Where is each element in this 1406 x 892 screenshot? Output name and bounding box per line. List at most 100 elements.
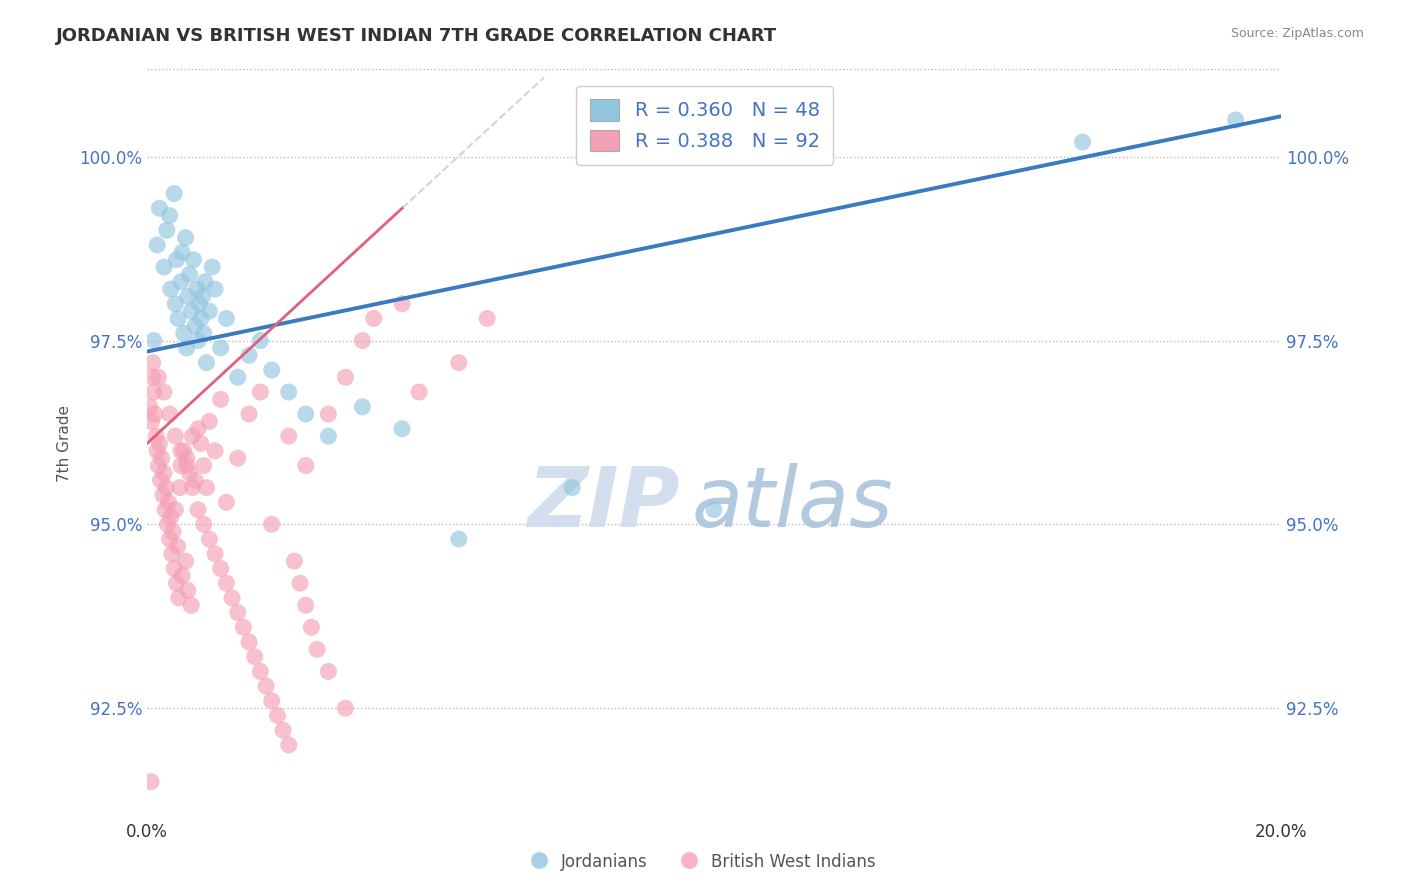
Point — [198, 532, 221, 546]
Point — [283, 554, 305, 568]
Point — [149, 473, 172, 487]
Point — [170, 443, 193, 458]
Point — [238, 348, 260, 362]
Point — [162, 524, 184, 539]
Point — [159, 209, 181, 223]
Point — [318, 429, 340, 443]
Point — [176, 451, 198, 466]
Point — [167, 591, 190, 605]
Point — [191, 289, 214, 303]
Point — [193, 517, 215, 532]
Point — [170, 458, 193, 473]
Point — [318, 407, 340, 421]
Point — [143, 407, 166, 421]
Point — [155, 481, 177, 495]
Point — [186, 282, 208, 296]
Point — [139, 400, 162, 414]
Point — [180, 599, 202, 613]
Point — [142, 384, 165, 399]
Legend: R = 0.360   N = 48, R = 0.388   N = 92: R = 0.360 N = 48, R = 0.388 N = 92 — [576, 86, 834, 165]
Point — [1225, 113, 1247, 128]
Point — [195, 356, 218, 370]
Text: atlas: atlas — [692, 463, 893, 544]
Point — [204, 443, 226, 458]
Point — [447, 532, 470, 546]
Point — [238, 407, 260, 421]
Point — [254, 679, 277, 693]
Point — [142, 334, 165, 348]
Point — [318, 665, 340, 679]
Point — [190, 311, 212, 326]
Point — [352, 400, 374, 414]
Point — [187, 334, 209, 348]
Point — [204, 282, 226, 296]
Point — [190, 436, 212, 450]
Point — [174, 230, 197, 244]
Point — [249, 384, 271, 399]
Point — [201, 260, 224, 274]
Point — [260, 363, 283, 377]
Point — [172, 569, 194, 583]
Point — [153, 466, 176, 480]
Point — [183, 252, 205, 267]
Point — [335, 370, 357, 384]
Point — [141, 414, 163, 428]
Point — [159, 282, 181, 296]
Point — [180, 304, 202, 318]
Point — [363, 311, 385, 326]
Point — [277, 738, 299, 752]
Point — [209, 561, 232, 575]
Point — [271, 723, 294, 738]
Point — [148, 458, 170, 473]
Point — [142, 370, 165, 384]
Y-axis label: 7th Grade: 7th Grade — [58, 405, 72, 482]
Point — [408, 384, 430, 399]
Point — [260, 694, 283, 708]
Point — [299, 620, 322, 634]
Point — [179, 466, 201, 480]
Point — [145, 429, 167, 443]
Point — [148, 436, 170, 450]
Point — [148, 370, 170, 384]
Point — [142, 356, 165, 370]
Point — [198, 304, 221, 318]
Point — [153, 260, 176, 274]
Point — [166, 540, 188, 554]
Point — [221, 591, 243, 605]
Point — [172, 245, 194, 260]
Point — [215, 495, 238, 509]
Point — [209, 392, 232, 407]
Point — [181, 429, 204, 443]
Point — [176, 341, 198, 355]
Point — [226, 451, 249, 466]
Point — [209, 341, 232, 355]
Point — [391, 422, 413, 436]
Point — [156, 517, 179, 532]
Point — [160, 547, 183, 561]
Point — [335, 701, 357, 715]
Point — [156, 223, 179, 237]
Point — [174, 554, 197, 568]
Point — [447, 356, 470, 370]
Point — [148, 201, 170, 215]
Point — [277, 429, 299, 443]
Point — [193, 458, 215, 473]
Point — [277, 384, 299, 399]
Text: ZIP: ZIP — [527, 463, 681, 544]
Point — [181, 481, 204, 495]
Point — [152, 488, 174, 502]
Point — [184, 318, 207, 333]
Point — [166, 576, 188, 591]
Point — [226, 606, 249, 620]
Point — [1071, 135, 1094, 149]
Point — [173, 443, 195, 458]
Point — [703, 502, 725, 516]
Point — [198, 414, 221, 428]
Point — [204, 547, 226, 561]
Point — [238, 635, 260, 649]
Point — [166, 252, 188, 267]
Text: Source: ZipAtlas.com: Source: ZipAtlas.com — [1230, 27, 1364, 40]
Point — [179, 268, 201, 282]
Point — [165, 297, 187, 311]
Point — [167, 311, 190, 326]
